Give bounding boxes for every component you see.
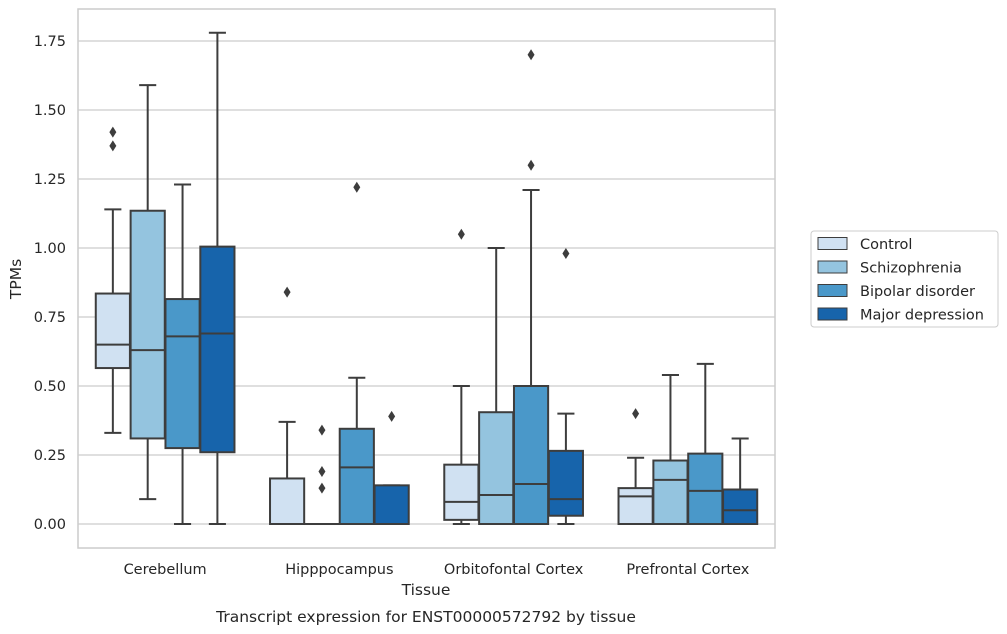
box-control [443, 228, 480, 525]
x-axis-label: Tissue [401, 581, 451, 599]
plot-frame [77, 8, 776, 549]
y-tick-label: 0.50 [34, 379, 66, 395]
legend-label: Control [860, 237, 912, 253]
x-tick-label: Prefrontal Cortex [626, 562, 749, 578]
outlier-marker [109, 140, 117, 152]
legend-label: Schizophrenia [860, 261, 962, 277]
outlier-marker [318, 466, 326, 478]
x-tick-labels: Cerebellum Hipppocampus Orbitofontal Corte… [124, 562, 750, 578]
box-bipolar-disorder [338, 181, 375, 525]
box-bipolar-disorder [687, 362, 724, 525]
box-bipolar-disorder [164, 183, 201, 525]
box-body [269, 477, 306, 525]
box-body [164, 298, 201, 450]
outlier-marker [632, 408, 640, 420]
outlier-marker [353, 181, 361, 193]
legend-label: Major depression [860, 308, 984, 324]
y-tick-labels: 0.00 0.25 0.50 0.75 1.00 1.25 1.50 1.75 [34, 34, 66, 533]
y-axis-label: TPMs [7, 259, 25, 300]
box-schizophrenia [478, 247, 515, 525]
legend-frame [810, 230, 999, 328]
box-body [443, 463, 480, 521]
box-major-depression [722, 437, 759, 525]
figure-caption: Transcript expression for ENST0000057279… [215, 608, 636, 626]
box-body [617, 487, 654, 525]
box-control [94, 126, 131, 434]
legend-label: Bipolar disorder [860, 284, 975, 300]
y-tick-label: 0.00 [34, 517, 66, 533]
box-body [199, 245, 236, 454]
box-body [512, 385, 550, 525]
x-tick-label: Orbitofontal Cortex [444, 562, 584, 578]
box-body [129, 209, 166, 440]
outlier-marker [527, 159, 535, 171]
y-tick-label: 0.75 [34, 310, 66, 326]
legend-swatch [817, 260, 848, 274]
outlier-marker [283, 286, 291, 298]
box-body [478, 411, 515, 525]
outlier-marker [318, 482, 326, 494]
y-tick-label: 1.75 [34, 34, 66, 50]
x-tick-label: Hipppocampus [285, 562, 393, 578]
box-major-depression [373, 410, 410, 525]
x-tick-label: Cerebellum [124, 562, 207, 578]
outlier-marker [318, 424, 326, 436]
box-body [687, 452, 724, 525]
legend-swatch [817, 237, 848, 250]
legend-swatch [817, 284, 848, 297]
box-body [722, 488, 759, 525]
legend: Control Schizophrenia Bipolar disorder Majo… [810, 230, 999, 328]
box-bipolar-disorder [512, 49, 550, 525]
box-schizophrenia [129, 84, 166, 501]
box-major-depression [547, 248, 584, 525]
box-control [617, 408, 654, 525]
box-control [269, 286, 306, 525]
box-body [547, 449, 584, 517]
outlier-marker [388, 410, 396, 422]
outlier-marker [562, 248, 570, 260]
outlier-marker [457, 228, 465, 240]
box-body [94, 292, 131, 370]
outlier-marker [527, 49, 535, 61]
legend-swatch [817, 307, 848, 321]
outlier-marker [109, 126, 117, 138]
y-tick-label: 0.25 [34, 448, 66, 464]
box-body [652, 459, 689, 525]
box-major-depression [199, 31, 236, 525]
box-body [373, 484, 410, 525]
box-body [338, 427, 375, 525]
y-tick-label: 1.25 [34, 172, 66, 188]
box-series [94, 31, 759, 526]
y-tick-label: 1.00 [34, 241, 66, 257]
y-tick-label: 1.50 [34, 103, 66, 119]
